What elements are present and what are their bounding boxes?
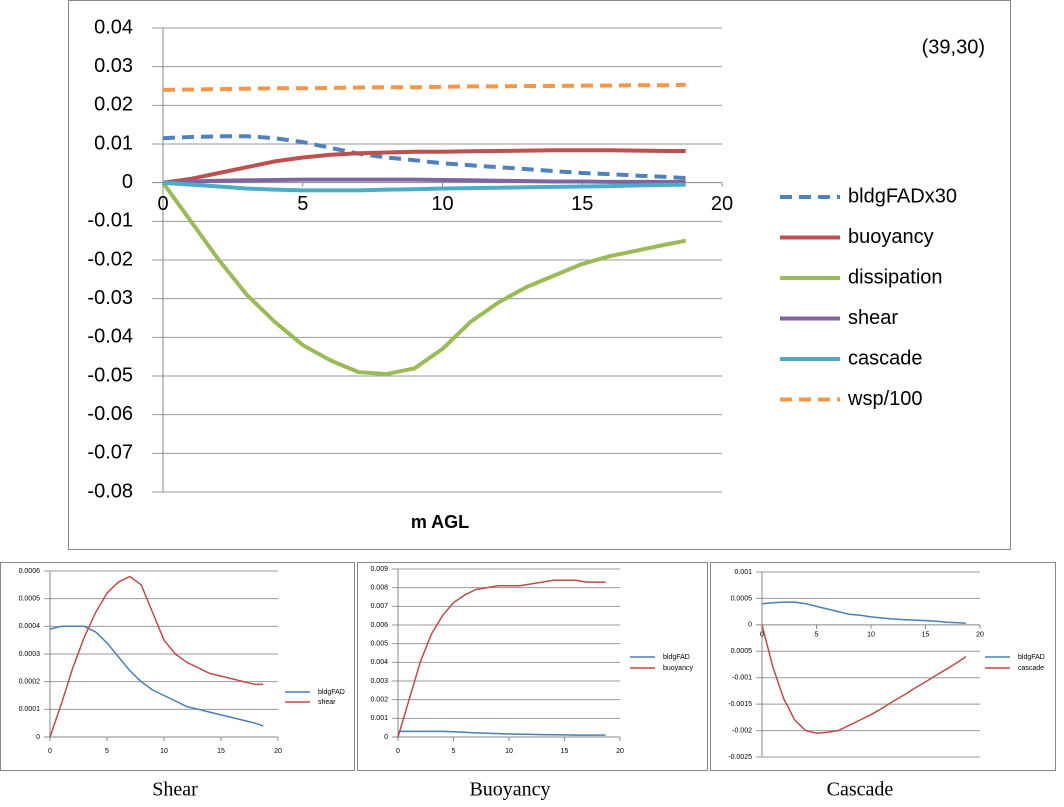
y-tick-label: 0.0005 (731, 648, 753, 655)
x-tick-label: 0 (760, 632, 764, 639)
y-tick-label: 0.0001 (19, 706, 41, 713)
y-tick-label: 0.009 (370, 566, 388, 573)
y-tick-label: 0.001 (370, 715, 388, 722)
legend-label: bldgFAD (1018, 654, 1045, 661)
legend-label: cascade (1018, 665, 1044, 672)
legend-label: bldgFAD (663, 654, 690, 661)
chart-caption: Shear (152, 779, 198, 801)
x-tick-label: 5 (815, 632, 819, 639)
y-tick-label: 0.001 (734, 569, 752, 576)
x-tick-label: 5 (297, 193, 308, 215)
y-tick-label: 0.0005 (731, 595, 753, 602)
y-tick-label: 0.006 (370, 622, 388, 629)
series-line (161, 181, 687, 377)
y-tick-label: 0.004 (370, 659, 388, 666)
y-tick-label: 0.002 (370, 697, 388, 704)
y-tick-label: -0.04 (87, 326, 133, 348)
buoyancy-chart-frame (357, 562, 708, 771)
x-axis-label: m AGL (411, 512, 469, 532)
y-tick-label: -0.06 (87, 403, 133, 425)
y-tick-label: 0.008 (370, 585, 388, 592)
y-tick-label: 0 (122, 171, 133, 193)
y-tick-label: 0.003 (370, 678, 388, 685)
y-tick-label: 0.005 (370, 641, 388, 648)
x-tick-label: 15 (922, 632, 930, 639)
y-tick-label: 0.007 (370, 603, 388, 610)
x-tick-label: 20 (976, 632, 984, 639)
y-tick-label: -0.002 (732, 727, 752, 734)
y-tick-label: -0.0015 (728, 701, 752, 708)
y-tick-label: 0.0006 (19, 568, 41, 575)
legend-label: bldgFAD (318, 689, 345, 696)
series-line (761, 624, 967, 734)
y-tick-label: 0.01 (94, 132, 133, 154)
x-tick-label: 10 (867, 632, 875, 639)
series-line (397, 579, 606, 738)
y-tick-label: -0.07 (87, 442, 133, 464)
y-tick-label: 0.0002 (19, 679, 41, 686)
series-line (162, 134, 686, 180)
y-tick-label: 0.03 (94, 55, 133, 77)
x-tick-label: 0 (157, 193, 168, 215)
y-tick-label: -0.08 (87, 480, 133, 502)
chart-caption: Cascade (827, 779, 894, 801)
legend-label: buoyancy (663, 665, 693, 672)
x-tick-label: 20 (711, 193, 733, 215)
x-tick-label: 20 (616, 748, 624, 755)
y-tick-label: -0.02 (87, 248, 133, 270)
series-line (49, 575, 264, 738)
legend-label: wsp/100 (847, 388, 923, 410)
series-line (49, 625, 264, 727)
y-tick-label: 0.04 (94, 16, 133, 38)
y-tick-label: 0.0004 (19, 623, 41, 630)
legend-label: shear (318, 699, 336, 706)
series-line (162, 177, 686, 185)
y-tick-label: 0.0003 (19, 651, 41, 658)
chart-caption: Buoyancy (469, 779, 550, 801)
y-tick-label: -0.03 (87, 287, 133, 309)
x-tick-label: 10 (431, 193, 453, 215)
y-tick-label: 0 (748, 622, 752, 629)
main-chart-frame (68, 0, 1011, 550)
series-line (398, 730, 606, 736)
legend-label: bldgFADx30 (848, 185, 957, 207)
y-tick-label: 0.02 (94, 94, 133, 116)
x-tick-label: 15 (561, 748, 569, 755)
x-tick-label: 0 (48, 748, 52, 755)
y-tick-label: -0.001 (732, 675, 752, 682)
x-tick-label: 10 (505, 748, 513, 755)
cascade-chart-frame (710, 562, 1056, 771)
x-tick-label: 5 (452, 748, 456, 755)
series-line (162, 180, 686, 193)
x-tick-label: 10 (160, 748, 168, 755)
y-tick-label: -0.05 (87, 364, 133, 386)
legend-label: cascade (848, 347, 923, 369)
x-tick-label: 5 (105, 748, 109, 755)
y-tick-label: -0.0025 (728, 754, 752, 761)
x-tick-label: 15 (571, 193, 593, 215)
y-tick-label: 0 (36, 734, 40, 741)
series-line (761, 601, 966, 625)
shear-chart-frame (0, 562, 355, 771)
x-tick-label: 0 (396, 748, 400, 755)
x-tick-label: 15 (217, 748, 225, 755)
x-tick-label: 20 (274, 748, 282, 755)
y-tick-label: 0 (384, 734, 388, 741)
y-tick-label: 0.0005 (19, 596, 41, 603)
series-line (162, 82, 686, 92)
legend-label: shear (848, 307, 898, 329)
legend-label: buoyancy (848, 226, 934, 248)
y-tick-label: -0.01 (87, 210, 133, 232)
annotation: (39,30) (922, 36, 985, 58)
legend-label: dissipation (848, 266, 943, 288)
series-line (162, 148, 686, 185)
